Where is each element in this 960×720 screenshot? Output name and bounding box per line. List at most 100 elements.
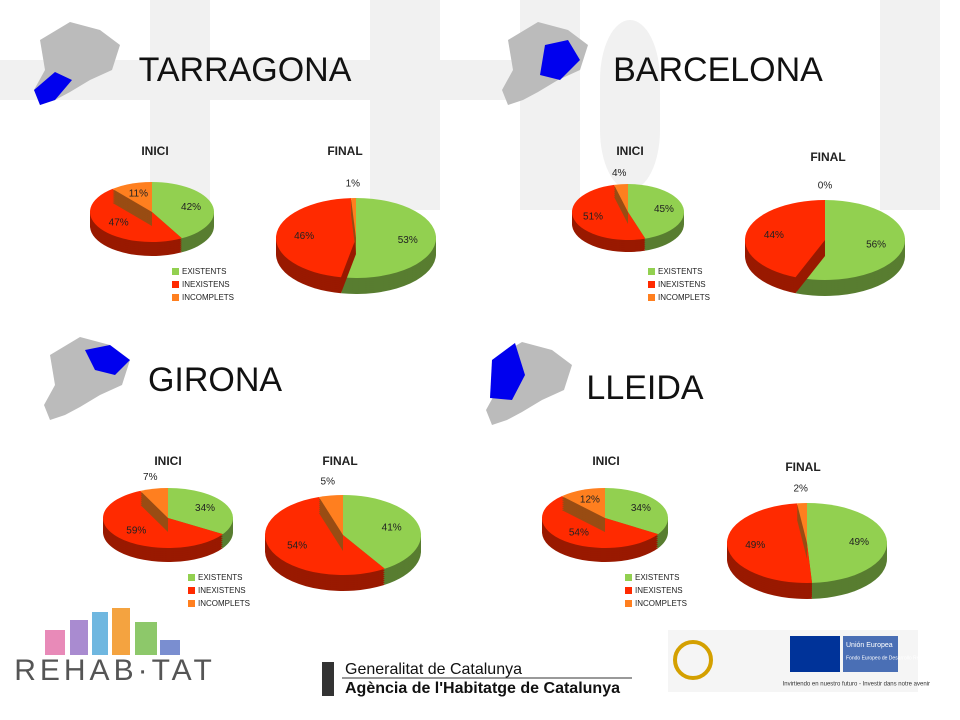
rehabitat-logo: REHAB·TAT xyxy=(14,608,216,687)
legend-label: INEXISTENS xyxy=(635,586,683,595)
data-label: 53% xyxy=(398,235,418,246)
legend-label: INEXISTENS xyxy=(198,586,246,595)
pie-slice xyxy=(571,184,646,252)
pie-title: FINAL xyxy=(322,454,357,468)
pie-slice xyxy=(561,488,605,532)
pie-slice-top xyxy=(795,200,905,280)
pie-slice-top xyxy=(350,198,356,238)
data-label: 34% xyxy=(631,503,651,514)
pie-slice-top xyxy=(140,488,168,518)
pie-slice xyxy=(264,496,385,591)
data-label: 45% xyxy=(654,204,674,215)
legend-label: EXISTENTS xyxy=(182,267,226,276)
region-title: GIRONA xyxy=(148,361,282,399)
legend-label: INCOMPLETS xyxy=(198,599,250,608)
legend-swatch xyxy=(188,587,195,594)
eu-title: Unión Europea xyxy=(846,642,893,649)
pie-slice xyxy=(112,182,152,226)
pie-title: INICI xyxy=(154,454,181,468)
pie-slice xyxy=(275,198,356,294)
eu-flag xyxy=(790,636,840,672)
data-label: 44% xyxy=(764,230,784,241)
legend-swatch xyxy=(648,294,655,301)
data-label: 59% xyxy=(126,526,146,537)
pie-slice-top xyxy=(605,488,669,535)
data-label: 56% xyxy=(866,240,886,251)
data-label: 42% xyxy=(181,202,201,213)
pie-slice xyxy=(341,198,436,294)
data-label: 47% xyxy=(109,218,129,229)
pie-slice-top xyxy=(614,184,628,212)
pie-slice xyxy=(628,184,685,251)
pie-slice-top xyxy=(275,198,356,278)
pie-slice xyxy=(796,503,807,559)
pie-slice-top xyxy=(807,503,888,583)
data-label: 41% xyxy=(382,522,402,533)
pie-slice-top xyxy=(745,200,825,278)
legend-swatch xyxy=(172,294,179,301)
legend-swatch xyxy=(648,281,655,288)
data-label: 12% xyxy=(580,495,600,506)
pie-slice-top xyxy=(318,495,343,535)
pie-title: FINAL xyxy=(810,150,845,164)
region-title: TARRAGONA xyxy=(139,51,352,89)
data-label: 4% xyxy=(612,168,627,179)
pie-slice-top xyxy=(341,198,436,279)
coop-logo xyxy=(673,640,713,680)
data-label: 5% xyxy=(321,476,336,487)
legend-label: EXISTENTS xyxy=(198,573,242,582)
legend-label: INCOMPLETS xyxy=(182,293,234,302)
pie-slice xyxy=(726,503,813,599)
pie-slice-top xyxy=(561,488,605,518)
gov-line2: Agència de l'Habitatge de Catalunya xyxy=(345,680,620,697)
legend-label: EXISTENTS xyxy=(658,267,702,276)
slogan: Invirtiendo en nuestro futuro - Investir… xyxy=(783,682,930,688)
pie-title: INICI xyxy=(592,454,619,468)
eu-fund: Fondo Europeo de Desarrollo Regional xyxy=(846,655,933,661)
pie-slice-top xyxy=(796,503,807,543)
region-title: LLEIDA xyxy=(586,369,703,407)
pie-slice xyxy=(807,503,888,599)
pie-slice xyxy=(318,495,343,551)
legend-label: INCOMPLETS xyxy=(658,293,710,302)
pie-slice xyxy=(744,200,825,294)
pie-slice xyxy=(350,198,356,254)
legend-swatch xyxy=(188,600,195,607)
legend-label: INEXISTENS xyxy=(658,280,706,289)
pie-slice-top xyxy=(168,488,234,535)
pie-slice xyxy=(795,200,905,296)
legend-label: EXISTENTS xyxy=(635,573,679,582)
pie-slice-top xyxy=(343,495,422,569)
legend-swatch xyxy=(648,268,655,275)
pie-slice xyxy=(343,495,422,585)
data-label: 11% xyxy=(129,188,148,199)
data-label: 54% xyxy=(569,528,589,539)
gov-emblem xyxy=(322,662,334,696)
region-title: BARCELONA xyxy=(613,51,823,89)
pie-title: INICI xyxy=(141,144,168,158)
gov-line1: Generalitat de Catalunya xyxy=(345,661,522,678)
legend-swatch xyxy=(625,600,632,607)
data-label: 49% xyxy=(849,537,869,548)
pie-slice-top xyxy=(152,182,214,239)
pie-slice xyxy=(614,184,628,224)
legend-swatch xyxy=(172,268,179,275)
data-label: 51% xyxy=(583,212,603,223)
legend-swatch xyxy=(625,574,632,581)
pie-title: INICI xyxy=(616,144,643,158)
logo-text: REHAB·TAT xyxy=(14,654,216,687)
data-label: 54% xyxy=(287,541,307,552)
data-label: 46% xyxy=(294,231,314,242)
legend-label: INEXISTENS xyxy=(182,280,230,289)
map-icon xyxy=(34,22,588,425)
background-letters xyxy=(0,0,940,210)
pie-slice xyxy=(140,488,168,532)
legend-swatch xyxy=(172,281,179,288)
pie-title: FINAL xyxy=(785,460,820,474)
pie-slice-top xyxy=(572,184,646,240)
pie-slice-top xyxy=(265,496,385,575)
legend-label: INCOMPLETS xyxy=(635,599,687,608)
pie-title: FINAL xyxy=(327,144,362,158)
pie-slice xyxy=(89,188,182,257)
